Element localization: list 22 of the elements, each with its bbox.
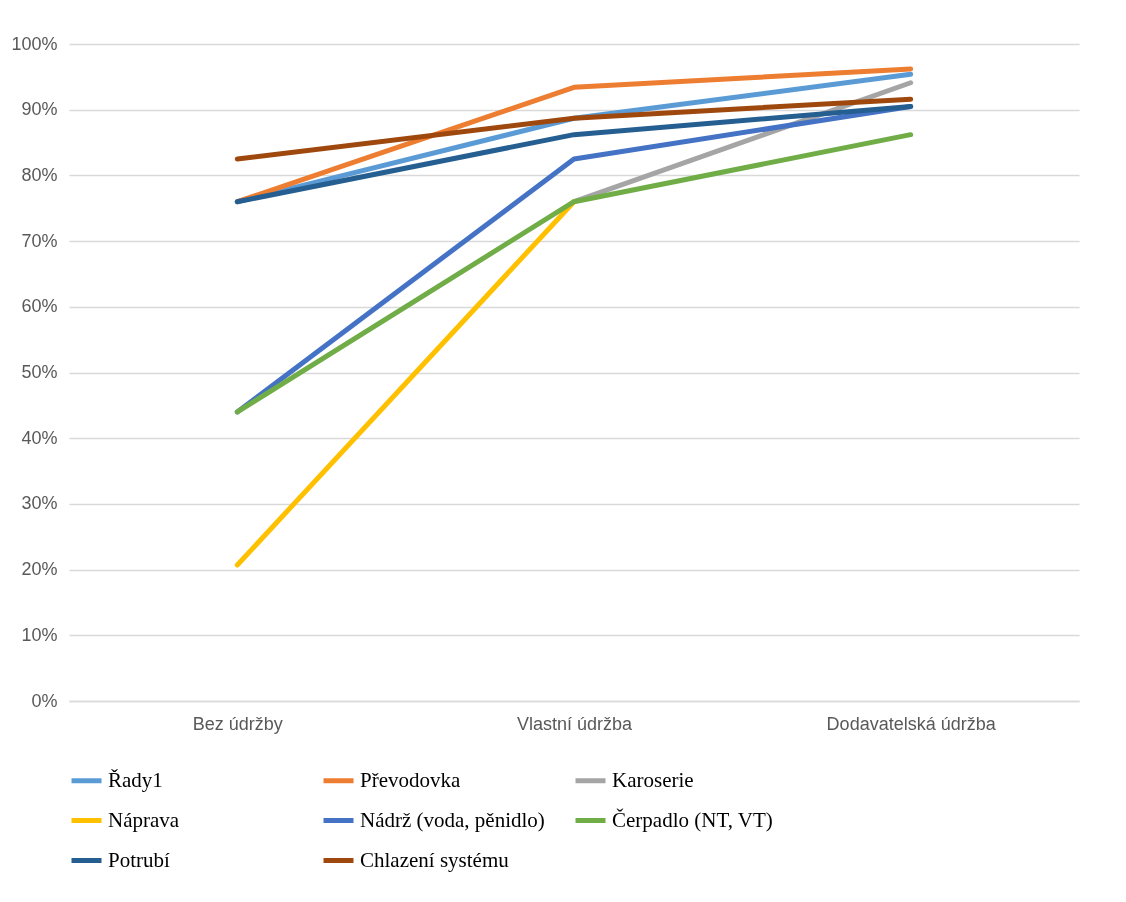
legend-label: Čerpadlo (NT, VT) [612,807,773,832]
x-tick-label: Vlastní údržba [516,713,634,734]
y-tick-label: 0% [31,690,58,711]
y-tick-label: 90% [21,99,58,120]
x-tick-label: Dodavatelská údržba [826,713,997,734]
y-tick-label: 50% [21,362,58,382]
legend-label: Převodovka [360,767,461,792]
legend-label: Nádrž (voda, pěnidlo) [360,807,545,832]
legend-label: Chlazení systému [360,847,510,872]
y-tick-label: 100% [11,33,58,54]
x-tick-label: Bez údržby [192,713,283,734]
y-tick-label: 30% [21,493,58,514]
legend-label: Potrubí [108,847,171,872]
legend-label: Náprava [108,807,180,832]
y-tick-label: 80% [21,164,58,185]
y-tick-label: 70% [21,230,58,251]
legend-label: Řady1 [108,767,163,792]
y-tick-label: 40% [21,427,58,448]
y-tick-label: 20% [21,559,58,580]
legend-label: Karoserie [612,767,694,792]
y-tick-label: 10% [21,624,58,645]
y-tick-label: 60% [21,296,58,317]
